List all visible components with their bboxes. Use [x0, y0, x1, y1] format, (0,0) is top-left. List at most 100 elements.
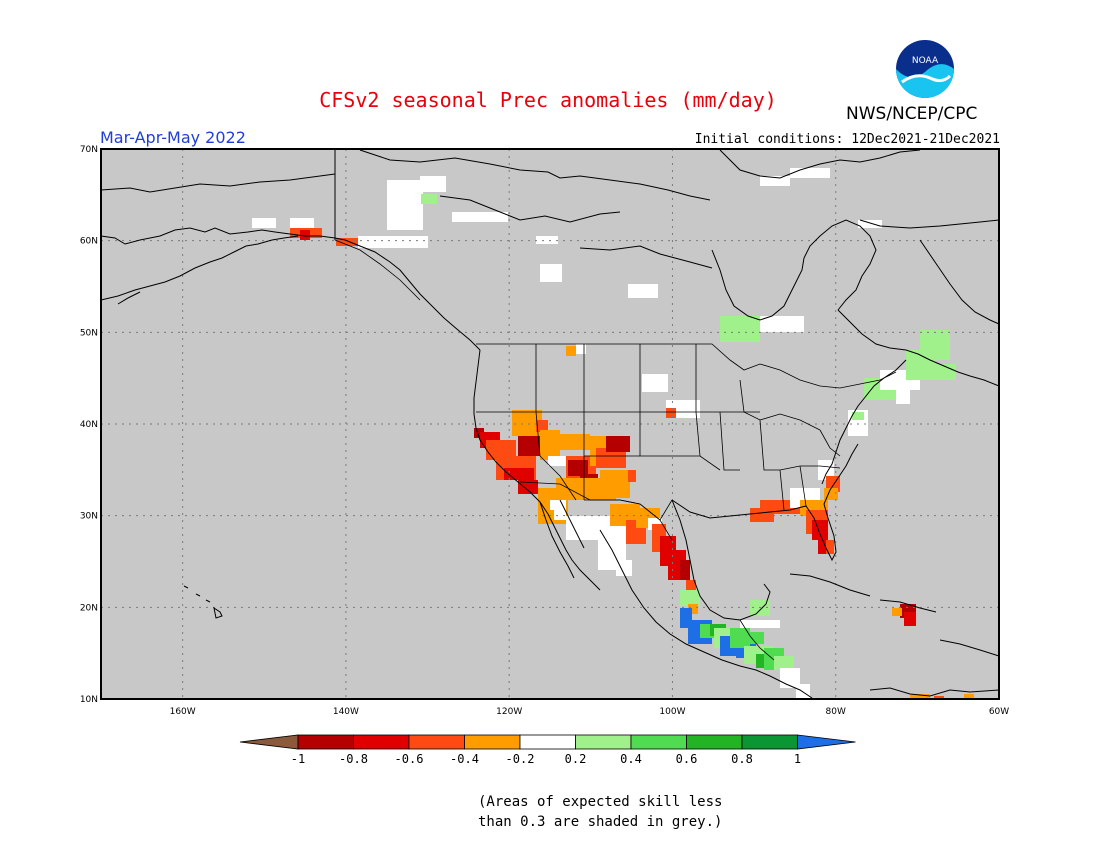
- colorbar-bin: [408, 734, 465, 750]
- colorbar-bin: [353, 734, 410, 750]
- lat-label: 10N: [80, 695, 98, 705]
- lon-label: 100W: [659, 707, 685, 717]
- anomaly-cell: [774, 656, 794, 670]
- footnote-line-2: than 0.3 are shaded in grey.): [478, 814, 723, 830]
- anomaly-cell: [596, 448, 626, 468]
- lat-label: 70N: [80, 145, 98, 155]
- political-borders: [334, 239, 897, 661]
- lon-label: 120W: [496, 707, 522, 717]
- anomaly-cell: [600, 470, 630, 498]
- anomaly-cell: [252, 218, 276, 228]
- anomaly-cell: [826, 540, 834, 554]
- lat-label: 40N: [80, 420, 98, 430]
- anomaly-cell: [796, 684, 810, 698]
- season-label: Mar-Apr-May 2022: [100, 128, 246, 147]
- colorbar-tick-label: -0.4: [450, 752, 479, 766]
- anomaly-cell: [818, 460, 834, 480]
- colorbar-tick-label: 0.6: [676, 752, 698, 766]
- coastlines: [100, 149, 1000, 699]
- colorbar-tick-label: 0.2: [565, 752, 587, 766]
- lon-label: 80W: [826, 707, 846, 717]
- anomaly-cell: [452, 212, 508, 222]
- anomaly-cell: [536, 236, 558, 244]
- anomaly-cell: [336, 238, 358, 246]
- anomaly-cell: [628, 470, 636, 482]
- anomaly-cell: [744, 632, 764, 644]
- lat-label: 60N: [80, 237, 98, 247]
- anomaly-cell: [920, 330, 950, 360]
- anomaly-cell: [790, 168, 830, 178]
- graticule: [101, 149, 999, 699]
- anomaly-cell: [686, 580, 696, 590]
- colorbar-bin: [297, 734, 354, 750]
- anomaly-cell: [680, 560, 690, 580]
- colorbar-tick-label: 0.4: [620, 752, 642, 766]
- latitude-labels: 70N 60N 50N 40N 30N 20N 10N: [80, 145, 98, 705]
- colorbar-bin: [464, 734, 521, 750]
- anomaly-cell: [300, 230, 310, 240]
- colorbar-bin: [741, 734, 798, 750]
- anomaly-cell: [420, 176, 446, 192]
- colorbar-right-arrow: [797, 734, 856, 750]
- anomaly-cell: [758, 316, 804, 332]
- colorbar-tick-label: 1: [794, 752, 801, 766]
- lon-label: 140W: [333, 707, 359, 717]
- lon-label: 60W: [989, 707, 1009, 717]
- anomaly-cell: [964, 694, 974, 698]
- anomaly-cell: [628, 284, 658, 298]
- anomaly-cell: [892, 608, 902, 616]
- colorbar-tick-label: -0.6: [395, 752, 424, 766]
- anomaly-cell: [606, 436, 630, 452]
- anomaly-cell: [740, 620, 780, 628]
- anomaly-cell: [540, 264, 562, 282]
- colorbar-tick-labels: -1 -0.8 -0.6 -0.4 -0.2 0.2 0.4 0.6 0.8 1: [291, 752, 801, 766]
- anomaly-cell: [387, 180, 423, 230]
- anomaly-cell: [936, 364, 956, 380]
- anomaly-cell: [642, 374, 668, 392]
- colorbar-legend: [239, 734, 856, 750]
- anomaly-cell: [760, 176, 790, 186]
- lat-label: 30N: [80, 512, 98, 522]
- initial-conditions-label: Initial conditions: 12Dec2021-21Dec2021: [694, 132, 1000, 147]
- skill-footnote: (Areas of expected skill less than 0.3 ar…: [478, 792, 722, 832]
- anomaly-cell: [852, 412, 864, 420]
- colorbar-left-arrow: [239, 734, 299, 750]
- anomaly-cell: [566, 346, 576, 356]
- anomaly-cell: [290, 218, 314, 228]
- anomaly-cell: [688, 604, 698, 614]
- colorbar-bin: [519, 734, 576, 750]
- anomaly-cell: [486, 440, 516, 460]
- anomaly-cell: [666, 408, 676, 418]
- anomaly-cell: [904, 612, 916, 626]
- noaa-logo-text: NOAA: [912, 56, 939, 66]
- anomaly-cell: [518, 436, 544, 456]
- noaa-logo: NOAA: [896, 40, 954, 98]
- chart-title: CFSv2 seasonal Prec anomalies (mm/day): [319, 88, 777, 112]
- colorbar-bin: [575, 734, 632, 750]
- anomaly-cell: [568, 460, 588, 476]
- anomaly-cell: [421, 194, 437, 204]
- anomaly-cell: [518, 480, 538, 494]
- colorbar-tick-label: 0.8: [731, 752, 753, 766]
- anomaly-cell: [358, 236, 428, 248]
- anomaly-cell: [910, 694, 930, 700]
- colorbar-tick-label: -0.8: [339, 752, 368, 766]
- lat-label: 20N: [80, 603, 98, 613]
- anomaly-cell: [540, 430, 560, 460]
- anomaly-cell: [556, 434, 590, 450]
- colorbar-bin: [630, 734, 687, 750]
- map-frame: [100, 148, 1000, 700]
- colorbar-bin: [686, 734, 743, 750]
- agency-label: NWS/NCEP/CPC: [846, 104, 978, 124]
- lat-label: 50N: [80, 328, 98, 338]
- anomaly-cell: [858, 220, 882, 228]
- anomaly-cell: [474, 428, 484, 438]
- anomaly-cell: [616, 560, 632, 576]
- anomaly-cell: [590, 518, 610, 540]
- anomaly-cell: [896, 390, 910, 404]
- longitude-labels: 160W 140W 120W 100W 80W 60W: [170, 707, 1010, 717]
- colorbar-tick-label: -0.2: [506, 752, 535, 766]
- anomaly-cell: [536, 420, 548, 432]
- footnote-line-1: (Areas of expected skill less: [478, 794, 723, 810]
